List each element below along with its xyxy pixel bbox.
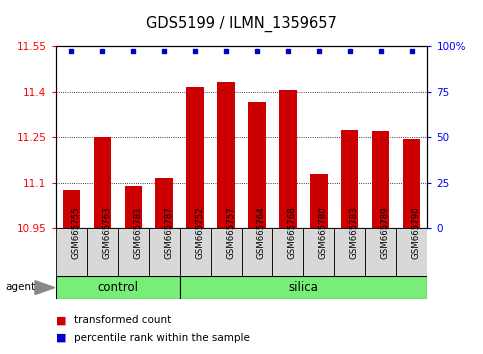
Text: GDS5199 / ILMN_1359657: GDS5199 / ILMN_1359657 [146, 16, 337, 32]
Text: GSM665768: GSM665768 [288, 206, 297, 259]
Bar [56, 228, 86, 278]
Bar [397, 228, 427, 278]
Bar [272, 228, 303, 278]
Bar [156, 178, 172, 228]
Bar [341, 130, 358, 228]
Text: silica: silica [288, 281, 318, 294]
Text: GSM665752: GSM665752 [195, 206, 204, 259]
Bar [117, 228, 149, 278]
Bar [180, 276, 427, 299]
Text: GSM665780: GSM665780 [319, 206, 328, 259]
Bar [125, 186, 142, 228]
Text: agent: agent [6, 282, 36, 292]
Bar [86, 228, 117, 278]
Text: GSM665790: GSM665790 [412, 206, 421, 259]
Bar [211, 228, 242, 278]
Bar [403, 139, 421, 228]
Text: transformed count: transformed count [74, 315, 171, 325]
Text: GSM665781: GSM665781 [133, 206, 142, 259]
Bar [94, 137, 111, 228]
Text: GSM665755: GSM665755 [71, 206, 80, 259]
Text: GSM665789: GSM665789 [381, 206, 390, 259]
Text: ■: ■ [56, 333, 66, 343]
Bar [186, 87, 203, 228]
Polygon shape [35, 281, 55, 295]
Bar [56, 276, 180, 299]
Bar [334, 228, 366, 278]
Text: GSM665783: GSM665783 [350, 206, 359, 259]
Bar [280, 90, 297, 228]
Text: percentile rank within the sample: percentile rank within the sample [74, 333, 250, 343]
Text: GSM665764: GSM665764 [257, 206, 266, 259]
Bar [303, 228, 334, 278]
Text: ■: ■ [56, 315, 66, 325]
Bar [366, 228, 397, 278]
Bar [149, 228, 180, 278]
Bar [248, 102, 266, 228]
Text: GSM665787: GSM665787 [164, 206, 173, 259]
Text: GSM665757: GSM665757 [226, 206, 235, 259]
Text: control: control [97, 281, 138, 294]
Bar [217, 82, 235, 228]
Bar [311, 174, 327, 228]
Bar [242, 228, 272, 278]
Bar [62, 190, 80, 228]
Bar [180, 228, 211, 278]
Bar [372, 131, 389, 228]
Text: GSM665763: GSM665763 [102, 206, 111, 259]
